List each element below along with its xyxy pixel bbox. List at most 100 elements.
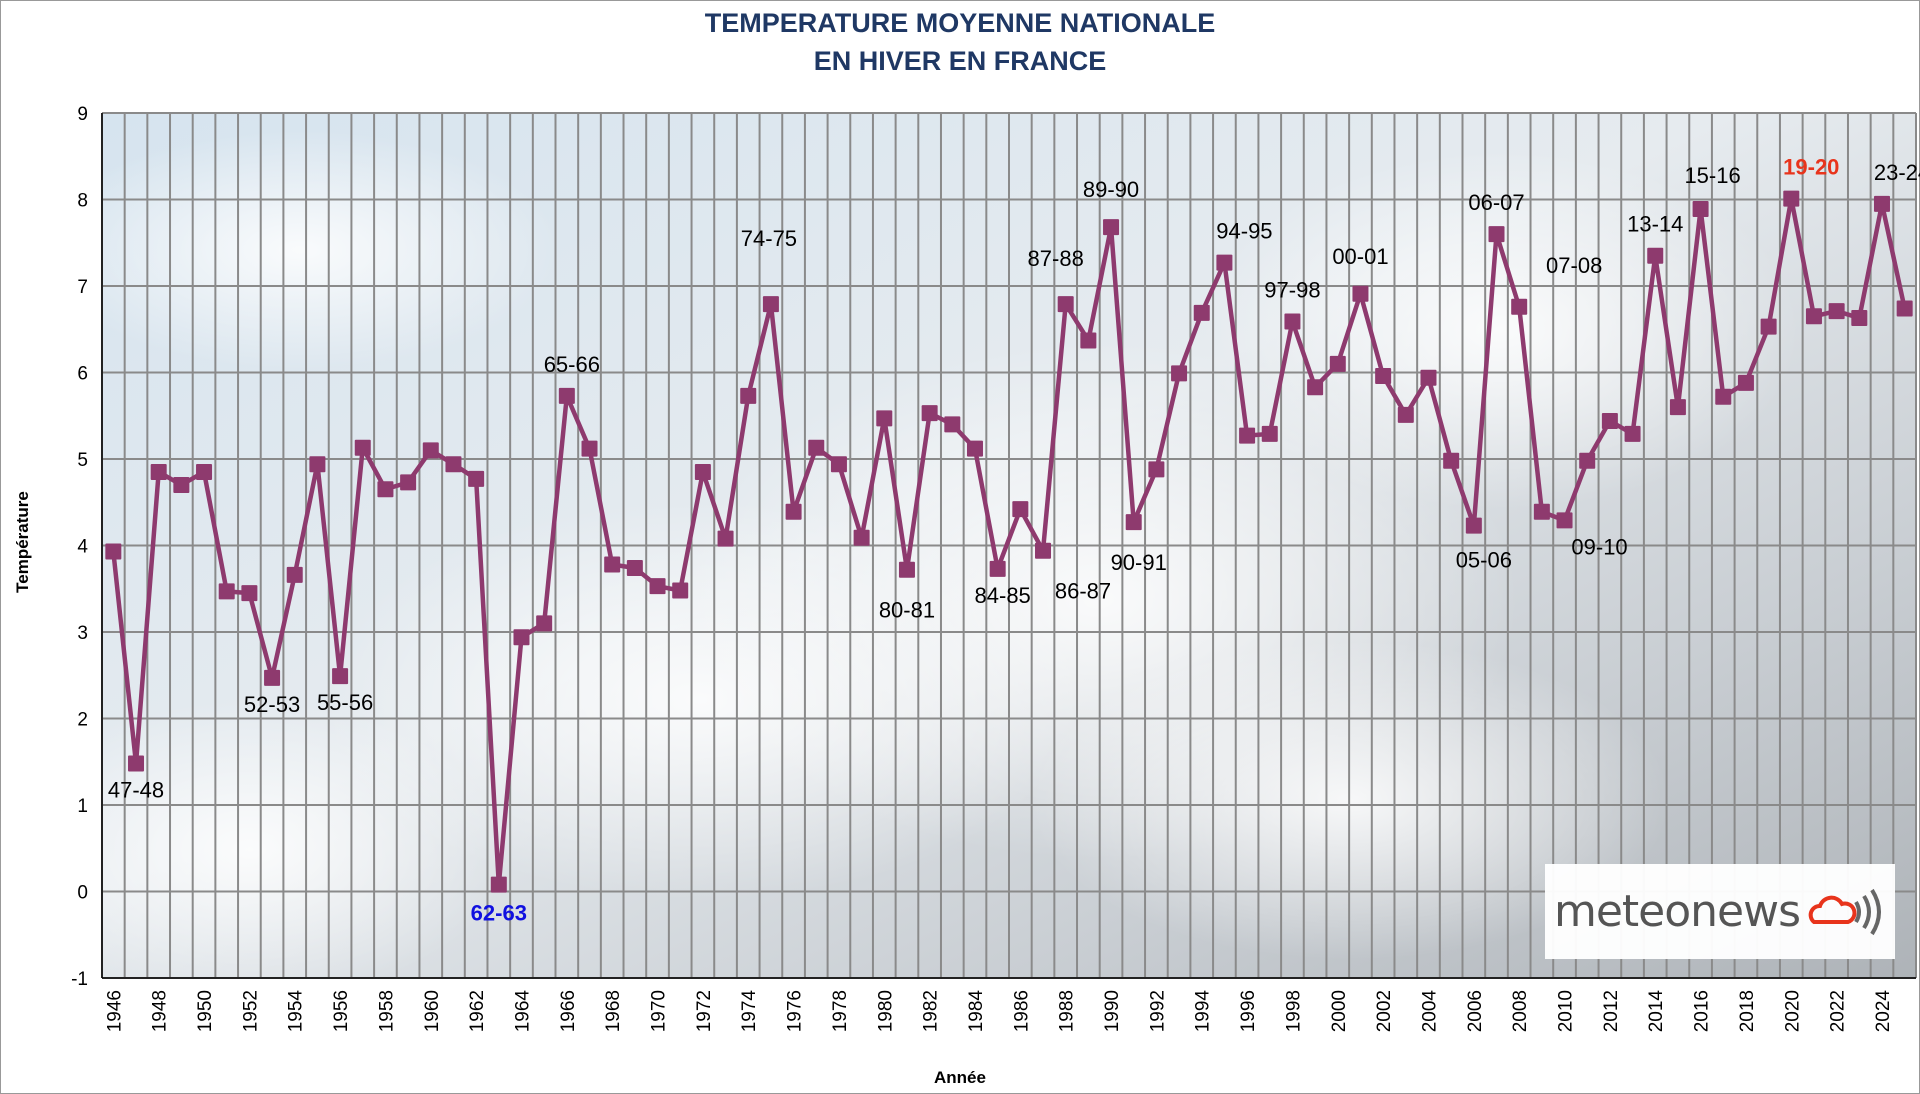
- data-point: [672, 582, 689, 599]
- data-point: [1488, 226, 1505, 243]
- x-tick-label: 2018: [1737, 990, 1758, 1032]
- x-tick-label: 2008: [1510, 990, 1531, 1032]
- annotation-label: 87-88: [1028, 246, 1084, 271]
- data-point: [1148, 461, 1165, 478]
- data-point: [1080, 332, 1097, 349]
- data-point: [1511, 298, 1528, 315]
- x-tick-label: 1970: [649, 990, 670, 1032]
- annotation-label: 89-90: [1083, 177, 1139, 202]
- x-tick-label: 2004: [1419, 990, 1440, 1033]
- data-point: [830, 456, 847, 473]
- x-tick-label: 1994: [1193, 990, 1214, 1033]
- chart-title-line-2: EN HIVER EN FRANCE: [813, 46, 1107, 76]
- data-point: [150, 463, 167, 480]
- data-point: [1647, 247, 1664, 264]
- x-tick-label: 1950: [195, 990, 216, 1032]
- data-point: [1239, 427, 1256, 444]
- data-point: [1420, 369, 1437, 386]
- x-tick-label: 2006: [1465, 990, 1486, 1032]
- x-tick-label: 1996: [1238, 990, 1259, 1032]
- data-point: [649, 578, 666, 595]
- data-point: [1669, 399, 1686, 416]
- x-tick-label: 2000: [1329, 990, 1350, 1032]
- annotation-label: 94-95: [1216, 219, 1272, 244]
- data-point: [1873, 195, 1890, 212]
- x-tick-label: 2020: [1782, 990, 1803, 1032]
- annotation-label: 80-81: [879, 598, 935, 623]
- data-point: [1012, 501, 1029, 518]
- data-point: [1352, 285, 1369, 302]
- data-point: [1533, 503, 1550, 520]
- chart-title-line-1: TEMPERATURE MOYENNE NATIONALE: [704, 8, 1216, 38]
- x-tick-label: 1984: [966, 990, 987, 1033]
- data-point: [173, 476, 190, 493]
- x-tick-label: 1980: [875, 990, 896, 1032]
- data-point: [1307, 379, 1324, 396]
- x-tick-label: 2022: [1828, 990, 1849, 1032]
- x-tick-label: 1960: [422, 990, 443, 1032]
- annotation-label: 47-48: [108, 777, 164, 802]
- data-point: [944, 416, 961, 433]
- x-tick-label: 1998: [1283, 990, 1304, 1032]
- annotation-label: 05-06: [1456, 548, 1512, 573]
- x-axis-label: Année: [934, 1068, 986, 1087]
- annotation-label: 13-14: [1627, 212, 1683, 237]
- x-tick-label: 1956: [331, 990, 352, 1032]
- x-tick-label: 1958: [376, 990, 397, 1032]
- data-point: [128, 755, 145, 772]
- data-point: [1805, 308, 1822, 325]
- data-point: [717, 530, 734, 547]
- x-tick-label: 2024: [1873, 990, 1894, 1033]
- data-point: [241, 585, 258, 602]
- data-point: [1057, 296, 1074, 313]
- cloud-signal-icon: [1808, 888, 1882, 935]
- data-point: [604, 556, 621, 573]
- data-point: [785, 503, 802, 520]
- data-point: [1783, 190, 1800, 207]
- x-tick-label: 1962: [467, 990, 488, 1032]
- annotation-label: 55-56: [317, 690, 373, 715]
- annotation-label: 97-98: [1264, 277, 1320, 302]
- data-point: [1760, 318, 1777, 335]
- annotation-label: 52-53: [244, 692, 300, 717]
- annotation-label: 62-63: [471, 901, 527, 926]
- x-tick-label: 1954: [286, 990, 307, 1033]
- data-point: [581, 440, 598, 457]
- y-tick-label: 8: [77, 191, 88, 212]
- y-tick-label: 4: [77, 537, 88, 558]
- data-point: [513, 629, 530, 646]
- x-tick-label: 1966: [558, 990, 579, 1032]
- x-tick-label: 1968: [603, 990, 624, 1032]
- annotation-label: 07-08: [1546, 253, 1602, 278]
- annotation-label: 84-85: [975, 583, 1031, 608]
- data-point: [1125, 514, 1142, 531]
- data-point: [694, 463, 711, 480]
- data-point: [1329, 355, 1346, 372]
- data-point: [1715, 388, 1732, 405]
- data-point: [1896, 300, 1913, 317]
- data-point: [558, 387, 575, 404]
- data-point: [1443, 452, 1460, 469]
- data-point: [1465, 517, 1482, 534]
- x-tick-label: 1972: [694, 990, 715, 1032]
- data-point: [808, 439, 825, 456]
- x-tick-label: 1948: [150, 990, 171, 1032]
- data-point: [1171, 365, 1188, 382]
- logo-text: meteonews: [1553, 886, 1801, 937]
- data-point: [1737, 374, 1754, 391]
- data-point: [445, 456, 462, 473]
- data-point: [286, 566, 303, 583]
- data-point: [354, 439, 371, 456]
- annotation-label: 06-07: [1468, 190, 1524, 215]
- x-tick-label: 1982: [921, 990, 942, 1032]
- x-tick-label: 1964: [512, 990, 533, 1033]
- data-point: [1601, 412, 1618, 429]
- data-point: [1284, 313, 1301, 330]
- y-tick-label: 5: [77, 450, 88, 471]
- annotation-label: 23-24: [1874, 160, 1920, 185]
- annotation-label: 15-16: [1684, 163, 1740, 188]
- x-tick-label: 1974: [739, 990, 760, 1033]
- data-point: [989, 560, 1006, 577]
- annotation-label: 09-10: [1571, 534, 1627, 559]
